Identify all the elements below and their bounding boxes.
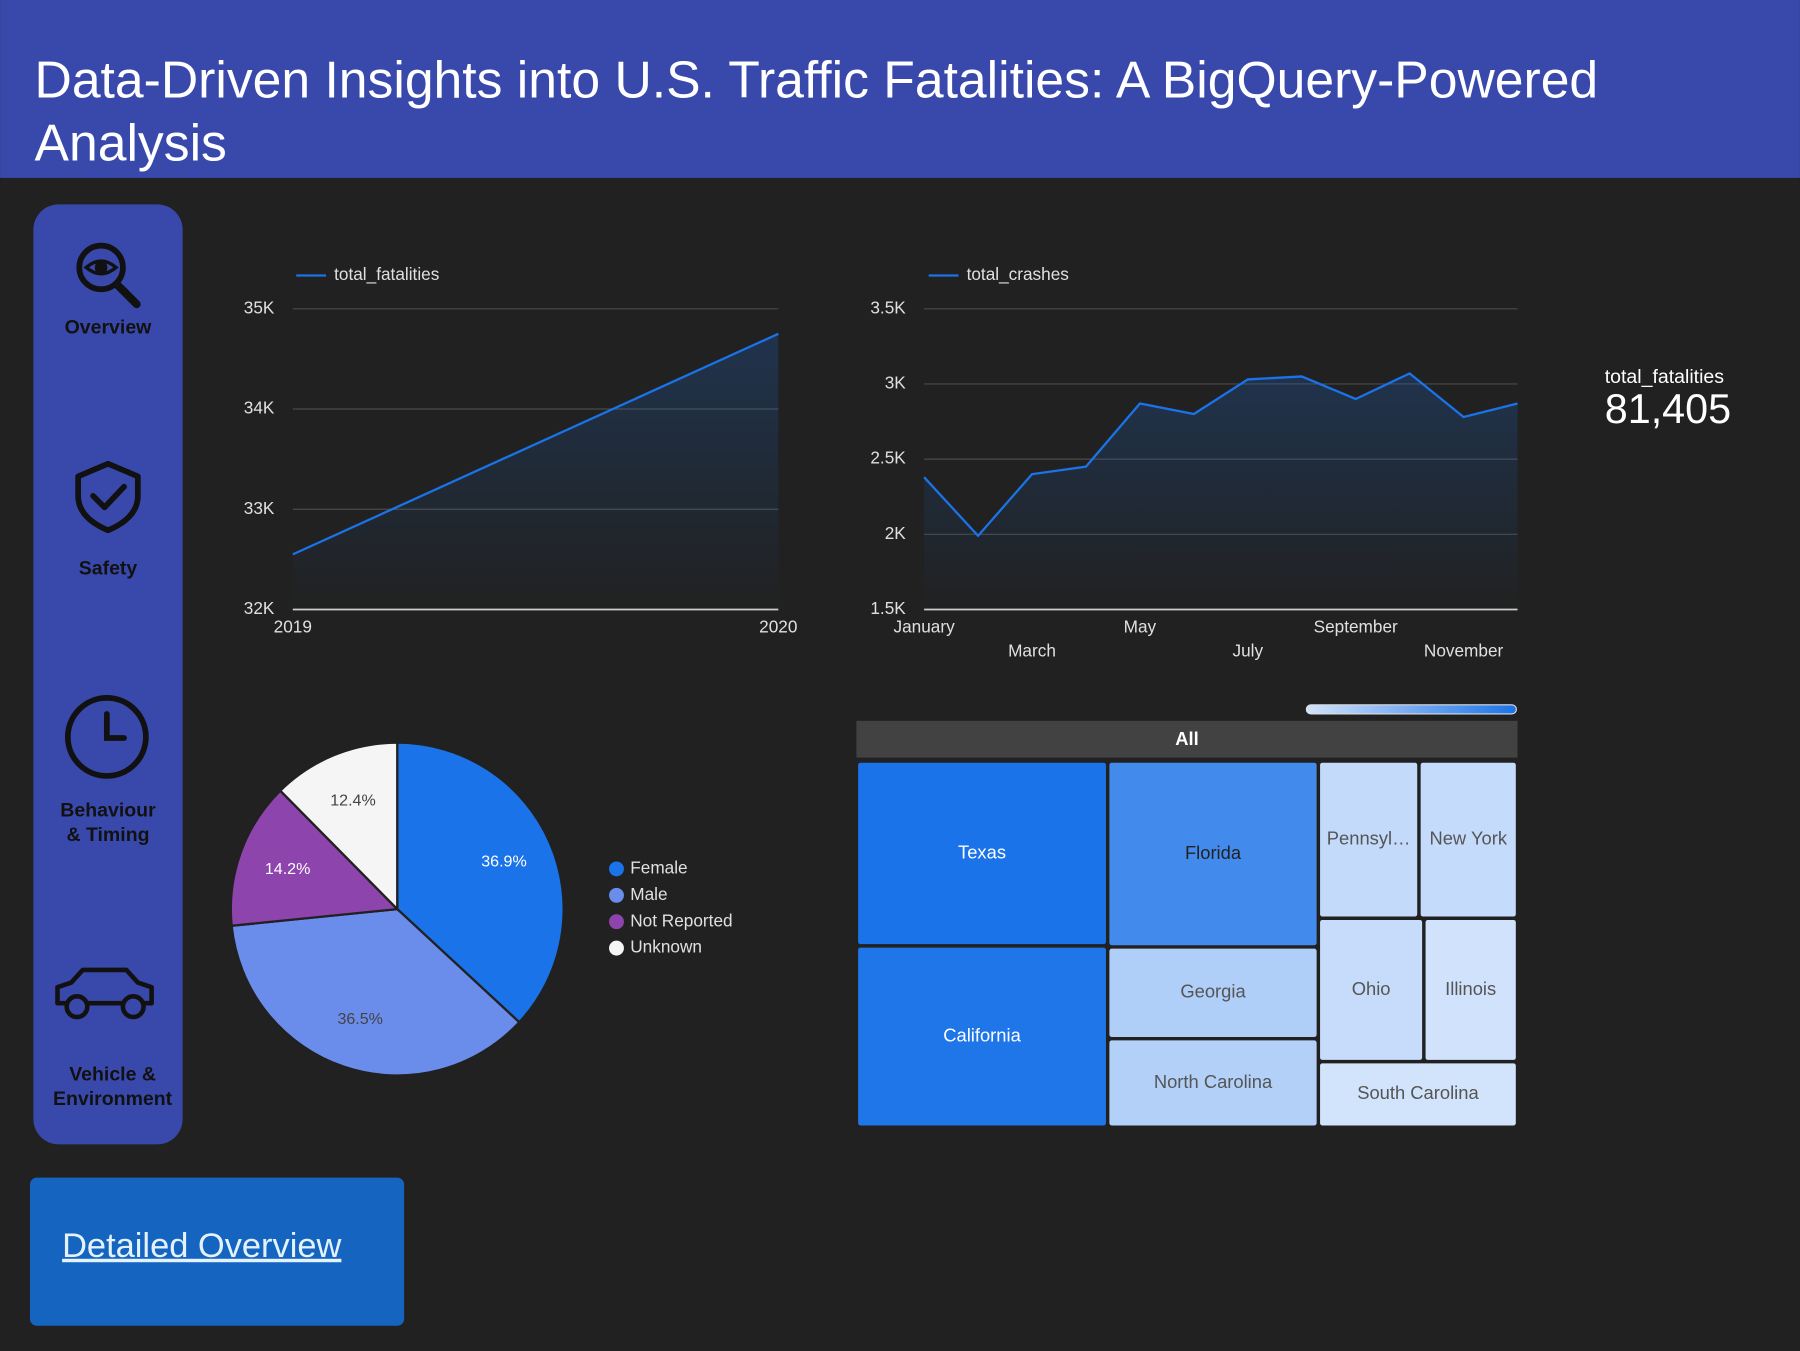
treemap-cell [858,762,1106,945]
button-label[interactable]: Detailed Overview [62,1227,341,1265]
treemap-label: Georgia [1180,981,1246,1002]
pie-slice [278,741,399,912]
treemap-cell [1320,1063,1516,1126]
icon-timing [64,695,149,779]
x-tick-label: July [1232,641,1263,661]
line-series [292,332,779,556]
y-tick-label: 35K [244,297,275,317]
y-tick-label: 34K [244,398,275,418]
nav-label[interactable]: Environment [53,1088,173,1110]
treemap-label: California [943,1024,1021,1045]
icon-safety [75,460,141,534]
treemap-cell [1109,948,1317,1037]
x-tick-label: March [1008,641,1056,661]
treemap-label: Texas [958,841,1006,862]
legend-label: Female [630,857,687,877]
nav-label[interactable]: & Timing [66,824,149,846]
treemap-label: South Carolina [1357,1082,1479,1103]
treemap-cell [1320,762,1418,917]
treemap-label: New York [1429,827,1507,848]
pie-slice [229,789,400,928]
treemap-root-label: All [1175,728,1198,749]
treemap-label: North Carolina [1154,1071,1273,1092]
line-area [292,333,779,610]
y-tick-label: 1.5K [870,598,906,618]
x-tick-label: May [1124,616,1157,636]
y-tick-label: 2.5K [870,448,906,468]
legend-swatch [609,887,624,903]
line-area [924,373,1518,610]
treemap-label: Illinois [1445,978,1496,999]
legend-label: Not Reported [630,910,732,930]
legend-swatch [609,914,624,930]
pie-value-label: 36.5% [337,1010,383,1028]
legend-label: Unknown [630,937,702,957]
y-tick-label: 33K [244,498,275,518]
x-tick-label: September [1314,616,1398,636]
treemap-cell [1109,762,1317,946]
pie-value-label: 14.2% [265,860,311,878]
treemap-cell [1425,919,1516,1060]
nav-label[interactable]: Safety [79,557,138,579]
header-title: Data-Driven Insights into U.S. Traffic F… [34,50,1599,173]
treemap-label: Pennsyl… [1327,827,1411,848]
x-tick-label: January [894,616,956,636]
icon-overview [76,242,141,309]
legend-swatch [609,940,624,956]
pie-slice [396,741,565,1024]
x-tick-label: 2019 [274,616,312,636]
nav-panel [33,204,183,1145]
treemap-label: Ohio [1352,978,1391,999]
x-tick-label: 2020 [759,616,797,636]
detailed-overview-button[interactable] [29,1177,405,1326]
pie-value-label: 12.4% [330,792,376,810]
pie-slice [230,907,521,1077]
legend-label: Male [630,884,667,904]
legend-label: total_fatalities [334,264,439,284]
y-tick-label: 3.5K [870,297,906,317]
treemap-label: Florida [1185,842,1242,863]
x-tick-label: November [1424,641,1504,661]
y-tick-label: 2K [885,523,907,543]
header-bar [0,0,1800,178]
scorecard-value: 81,405 [1605,386,1731,432]
treemap-cell [1420,762,1516,917]
scorecard-label: total_fatalities [1605,366,1724,388]
treemap-header [856,720,1518,758]
legend-swatch [609,861,624,877]
pie-value-label: 36.9% [481,853,527,871]
treemap-cell [1320,919,1423,1060]
treemap-cell [858,947,1106,1126]
line-series [923,372,1518,538]
y-tick-label: 32K [244,598,275,618]
nav-label[interactable]: Overview [65,316,153,338]
y-tick-label: 3K [885,372,907,392]
icon-vehicle [55,967,154,1020]
nav-label[interactable]: Behaviour [60,800,156,822]
nav-label[interactable]: Vehicle & [69,1064,156,1086]
legend-label: total_crashes [967,264,1069,284]
color-scale [1305,704,1517,715]
treemap-cell [1109,1040,1317,1126]
header-wrap: Data-Driven Insights into U.S. Traffic F… [34,50,1599,173]
